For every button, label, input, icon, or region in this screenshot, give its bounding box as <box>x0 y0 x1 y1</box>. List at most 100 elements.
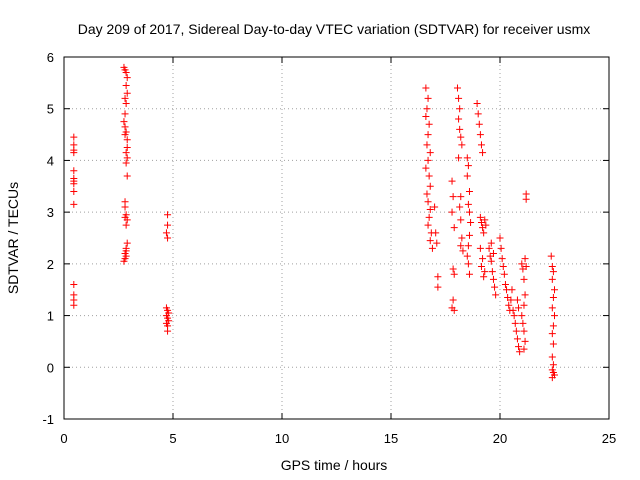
data-point <box>520 275 528 283</box>
x-tick-label: 0 <box>60 431 67 446</box>
data-point <box>487 239 495 247</box>
data-point <box>455 115 463 123</box>
data-points <box>70 63 558 382</box>
data-point <box>426 182 434 190</box>
data-point <box>549 322 557 330</box>
data-point <box>480 273 488 281</box>
x-tick-label: 25 <box>602 431 616 446</box>
data-point <box>475 120 483 128</box>
data-point <box>463 172 471 180</box>
data-point <box>464 162 472 170</box>
data-point <box>70 281 78 289</box>
data-point <box>520 327 528 335</box>
data-point <box>423 141 431 149</box>
chart-title: Day 209 of 2017, Sidereal Day-to-day VTE… <box>78 21 591 37</box>
data-point <box>548 304 556 312</box>
data-point <box>548 353 556 361</box>
data-point <box>482 221 490 229</box>
data-point <box>122 159 130 167</box>
data-point <box>497 244 505 252</box>
data-point <box>473 100 481 108</box>
data-point <box>508 286 516 294</box>
y-tick-label: -1 <box>42 412 54 427</box>
data-point <box>458 234 466 242</box>
data-point <box>522 195 530 203</box>
y-tick-label: 0 <box>47 360 54 375</box>
x-axis-label: GPS time / hours <box>281 457 388 473</box>
data-point <box>463 154 471 162</box>
y-tick-label: 6 <box>47 50 54 65</box>
data-point <box>480 229 488 237</box>
data-point <box>162 229 170 237</box>
data-point <box>505 301 513 309</box>
data-point <box>433 239 441 247</box>
data-point <box>70 187 78 195</box>
data-point <box>449 265 457 273</box>
data-point <box>501 281 509 289</box>
data-point <box>448 177 456 185</box>
data-point <box>426 149 434 157</box>
grid-lines <box>64 57 609 419</box>
data-point <box>551 286 558 294</box>
data-point <box>123 144 131 151</box>
data-point <box>123 74 131 82</box>
data-point <box>424 156 432 164</box>
data-point <box>422 84 430 92</box>
data-point <box>455 154 463 162</box>
data-point <box>428 244 436 252</box>
data-point <box>549 340 557 348</box>
data-point <box>434 283 442 291</box>
data-point <box>455 94 463 102</box>
data-point <box>507 296 515 304</box>
data-point <box>120 257 128 265</box>
x-tick-label: 5 <box>169 431 176 446</box>
data-point <box>548 262 556 270</box>
data-point <box>423 190 431 198</box>
data-point <box>547 252 555 260</box>
data-point <box>434 273 442 281</box>
data-point <box>463 252 471 260</box>
data-point <box>424 221 432 229</box>
y-tick-label: 4 <box>47 153 54 168</box>
data-point <box>519 319 527 327</box>
x-tick-label: 10 <box>275 431 289 446</box>
data-point <box>518 260 526 268</box>
y-tick-label: 1 <box>47 309 54 324</box>
data-point <box>457 133 465 141</box>
data-point <box>450 270 458 278</box>
data-point <box>459 247 467 255</box>
data-point <box>476 131 484 139</box>
data-point <box>464 242 472 250</box>
data-point <box>426 237 434 245</box>
data-point <box>481 216 489 224</box>
data-point <box>464 200 472 208</box>
data-point <box>491 283 499 291</box>
data-point <box>422 112 430 120</box>
data-point <box>121 203 129 211</box>
data-point <box>70 149 78 157</box>
tick-labels: 0 5 10 15 20 25 -1 0 1 2 3 4 5 6 <box>42 50 616 446</box>
data-point <box>70 301 78 309</box>
data-point <box>464 260 472 268</box>
data-point <box>515 343 523 351</box>
x-tick-label: 20 <box>493 431 507 446</box>
data-point <box>510 312 518 320</box>
data-point <box>465 208 473 216</box>
data-point <box>489 250 497 258</box>
data-point <box>458 141 466 149</box>
data-point <box>70 133 78 141</box>
data-point <box>515 304 523 312</box>
data-point <box>457 242 465 250</box>
data-point <box>422 164 430 172</box>
data-point <box>424 94 432 102</box>
data-point <box>123 89 131 97</box>
data-point <box>476 244 484 252</box>
data-point <box>123 216 131 224</box>
data-point <box>70 167 78 175</box>
data-point <box>123 172 131 180</box>
data-point <box>467 218 475 226</box>
y-tick-label: 2 <box>47 257 54 272</box>
data-point <box>121 94 129 102</box>
data-point <box>479 255 487 263</box>
